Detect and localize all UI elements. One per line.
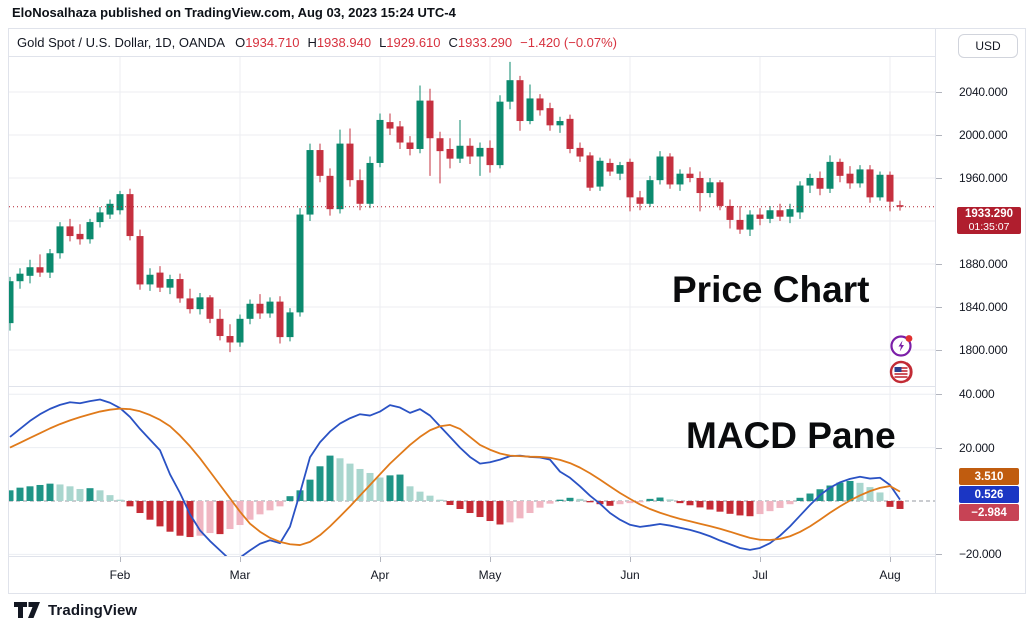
price-pane-candlestick-chart[interactable] — [9, 57, 935, 387]
time-axis-month-label-apr: Apr — [370, 568, 390, 582]
open-value: 1934.710 — [245, 35, 300, 50]
symbol-title[interactable]: Gold Spot / U.S. Dollar, 1D, OANDA — [17, 35, 226, 50]
open-label: O — [235, 35, 246, 50]
macd-pane-annotation: MACD Pane — [686, 415, 896, 456]
price-axis-label: 1800.000 — [959, 343, 1008, 357]
axis-tick — [936, 447, 942, 449]
tradingview-brand-text[interactable]: TradingView — [48, 602, 138, 619]
symbol-info-bar[interactable]: Gold Spot / U.S. Dollar, 1D, OANDA O1934… — [9, 29, 1025, 57]
macd-axis-label: −20.000 — [959, 547, 1002, 562]
us-flag-event-icon[interactable] — [889, 359, 913, 385]
high-label: H — [307, 35, 317, 50]
time-axis-tick — [380, 557, 381, 562]
tradingview-logo-icon[interactable] — [14, 602, 41, 619]
last-price-value: 1933.290 — [965, 207, 1013, 220]
low-label: L — [379, 35, 387, 50]
change-value: −1.420 (−0.07%) — [520, 35, 618, 50]
price-axis-column[interactable]: USD 1933.290 01:35:07 3.510 0.526 −2.984… — [935, 29, 1025, 593]
ohlc-open: O1934.710 — [235, 35, 299, 50]
time-axis-tick — [120, 557, 121, 562]
currency-toggle-button[interactable]: USD — [958, 34, 1018, 58]
chart-frame: Gold Spot / U.S. Dollar, 1D, OANDA O1934… — [8, 28, 1026, 594]
axis-tick — [936, 554, 942, 556]
price-axis-label: 2000.000 — [959, 128, 1008, 142]
pane-separator[interactable] — [9, 386, 1025, 387]
macd-axis-label: 40.000 — [959, 387, 995, 402]
ohlc-high: H1938.940 — [307, 35, 371, 50]
publisher-attribution: EloNosalhaza published on TradingView.co… — [12, 5, 456, 20]
axis-tick — [936, 135, 942, 136]
price-axis-label: 1840.000 — [959, 300, 1008, 314]
time-axis-month-label-mar: Mar — [229, 568, 251, 582]
price-axis-label: 2040.000 — [959, 85, 1008, 99]
axis-tick — [936, 350, 942, 351]
macd-pane-chart[interactable] — [9, 387, 935, 556]
time-axis-tick — [890, 557, 891, 562]
macd-axis-label: 20.000 — [959, 440, 995, 455]
time-axis-month-label-aug: Aug — [879, 568, 901, 582]
close-label: C — [448, 35, 458, 50]
high-value: 1938.940 — [316, 35, 372, 50]
price-axis-label: 1880.000 — [959, 257, 1008, 271]
low-value: 1929.610 — [386, 35, 441, 50]
time-axis-month-label-jul: Jul — [752, 568, 768, 582]
ohlc-low: L1929.610 — [379, 35, 440, 50]
axis-tick — [936, 264, 942, 265]
time-axis-month-label-jun: Jun — [620, 568, 640, 582]
economic-event-lightning-icon[interactable] — [890, 332, 914, 358]
time-axis-tick — [630, 557, 631, 562]
time-axis-month-label-feb: Feb — [109, 568, 131, 582]
last-price-badge: 1933.290 01:35:07 — [957, 206, 1021, 234]
footer-brand-bar: TradingView — [14, 602, 137, 619]
macd-line-badge: 0.526 — [959, 486, 1019, 503]
price-axis-label: 1960.000 — [959, 171, 1008, 185]
macd-histogram-badge: −2.984 — [959, 504, 1019, 521]
ohlc-close: C1933.290 — [449, 35, 513, 50]
time-axis-tick — [760, 557, 761, 562]
axis-tick — [936, 178, 942, 179]
macd-signal-badge: 3.510 — [959, 468, 1019, 485]
price-pane-annotation: Price Chart — [672, 269, 870, 310]
time-axis-tick — [240, 557, 241, 562]
bar-countdown: 01:35:07 — [968, 220, 1010, 233]
close-value: 1933.290 — [457, 35, 513, 50]
axis-tick — [936, 307, 942, 308]
axis-tick — [936, 394, 942, 396]
time-axis-tick — [490, 557, 491, 562]
axis-tick — [936, 92, 942, 93]
time-axis[interactable]: Feb Mar Apr May Jun Jul Aug — [9, 556, 1025, 592]
time-axis-month-label-may: May — [478, 568, 502, 582]
